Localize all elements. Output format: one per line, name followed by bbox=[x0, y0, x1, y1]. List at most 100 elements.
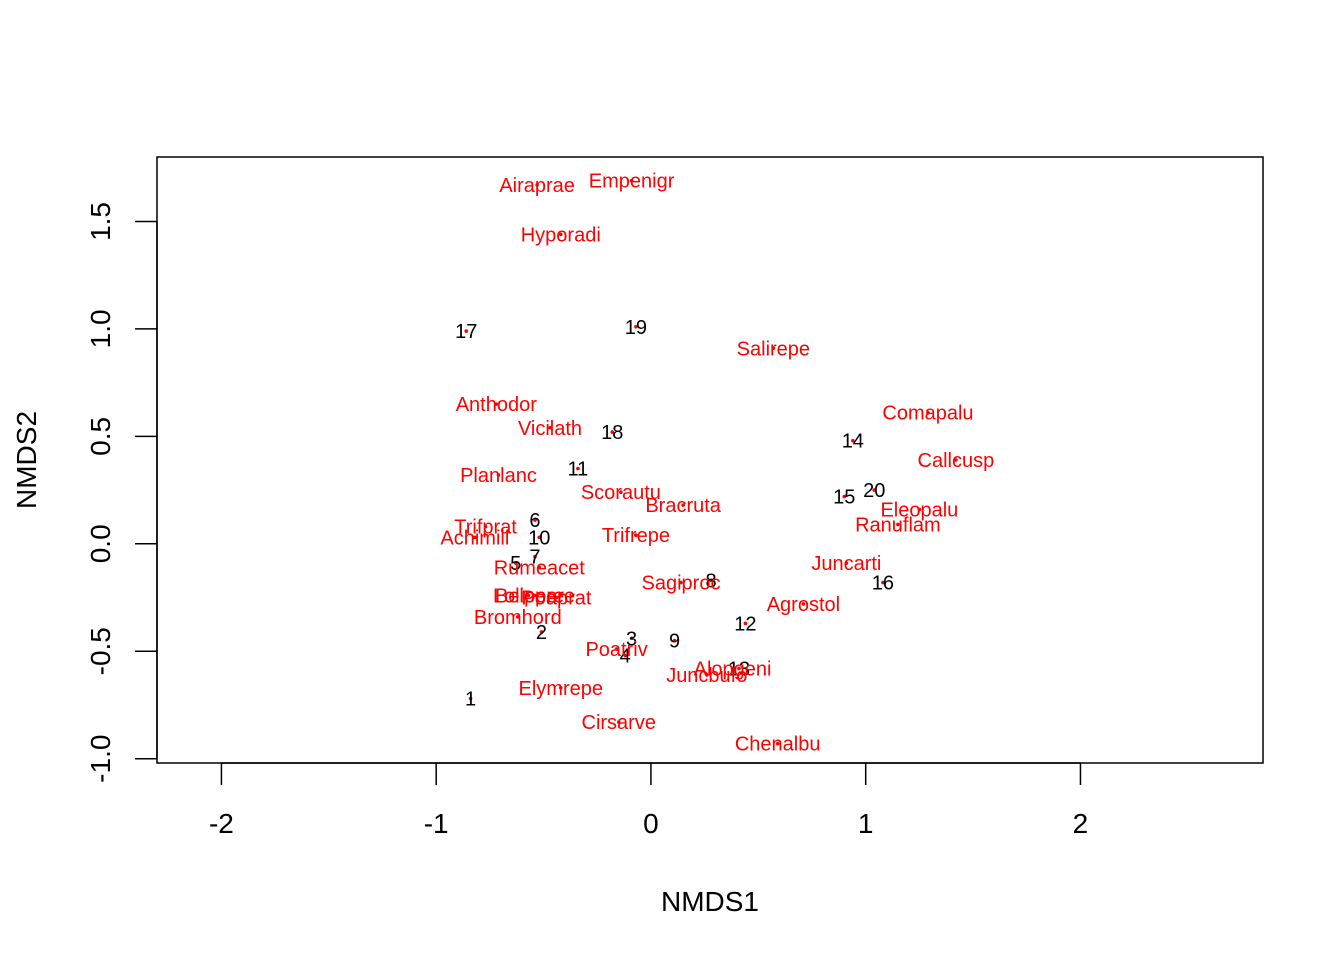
species-point bbox=[558, 232, 563, 237]
species-label: Bromhord bbox=[474, 607, 562, 629]
species-label: Airaprae bbox=[499, 175, 575, 197]
y-tick-label: 0.5 bbox=[85, 417, 116, 456]
site-label: 18 bbox=[601, 422, 623, 444]
species-label: Cirsarve bbox=[582, 712, 656, 734]
species-point bbox=[730, 666, 735, 671]
points-layer bbox=[464, 178, 958, 746]
site-label: 6 bbox=[529, 510, 540, 532]
species-point bbox=[801, 602, 806, 606]
site-label: 3 bbox=[626, 628, 637, 650]
species-point bbox=[775, 741, 780, 746]
site-point bbox=[709, 578, 713, 583]
site-point bbox=[629, 636, 634, 641]
x-tick-label: -1 bbox=[424, 808, 449, 839]
site-label: 10 bbox=[528, 527, 550, 549]
x-tick-label: 1 bbox=[858, 808, 874, 839]
x-axis: -2 -1 0 1 2 bbox=[209, 762, 1089, 839]
site-point bbox=[468, 696, 473, 701]
site-point bbox=[872, 488, 877, 492]
species-point bbox=[533, 593, 537, 598]
species-label: Planlanc bbox=[460, 465, 537, 487]
species-point bbox=[844, 561, 849, 565]
site-label: 8 bbox=[706, 570, 717, 592]
x-tick-label: -2 bbox=[209, 808, 234, 839]
site-point bbox=[623, 653, 627, 658]
site-point bbox=[513, 561, 518, 565]
site-label: 14 bbox=[842, 431, 864, 453]
site-point bbox=[634, 324, 638, 329]
species-point bbox=[558, 685, 563, 690]
species-label: Juncarti bbox=[811, 553, 881, 575]
species-label: Scorautu bbox=[581, 482, 661, 504]
species-label: Poatriv bbox=[585, 639, 647, 661]
species-point bbox=[771, 346, 776, 351]
y-axis: -1.0 -0.5 0.0 0.5 1.0 1.5 bbox=[85, 202, 158, 783]
site-label: 17 bbox=[455, 321, 477, 343]
species-label: Sagiproc bbox=[642, 572, 721, 594]
species-point bbox=[679, 580, 683, 585]
species-label: Anthodor bbox=[456, 394, 538, 416]
y-tick-label: 1.5 bbox=[85, 202, 116, 241]
species-label: Comapalu bbox=[882, 403, 973, 425]
y-tick-label: -1.0 bbox=[85, 735, 116, 783]
species-point bbox=[537, 565, 542, 570]
species-point bbox=[515, 615, 520, 619]
species-point bbox=[616, 720, 621, 724]
site-point bbox=[576, 466, 580, 471]
site-point bbox=[537, 535, 542, 540]
species-label: Ranuflam bbox=[855, 514, 941, 536]
species-point bbox=[619, 490, 623, 495]
species-point bbox=[494, 402, 499, 406]
species-label: Empenigr bbox=[589, 171, 675, 193]
species-point bbox=[548, 425, 552, 430]
species-label: Poaprat bbox=[521, 588, 591, 610]
site-label: 15 bbox=[833, 487, 855, 509]
site-label: 20 bbox=[863, 480, 885, 502]
site-point bbox=[533, 518, 537, 522]
site-label: 9 bbox=[669, 631, 680, 653]
site-point bbox=[881, 580, 885, 585]
site-label: 4 bbox=[620, 646, 631, 668]
species-label: Alopgeni bbox=[694, 658, 772, 680]
y-tick-label: 1.0 bbox=[85, 309, 116, 348]
site-label: 13 bbox=[728, 658, 750, 680]
y-tick-label: 0.0 bbox=[85, 524, 116, 563]
species-point bbox=[917, 507, 922, 512]
site-point bbox=[737, 666, 741, 671]
species-label: Agrostol bbox=[767, 594, 840, 616]
species-point bbox=[634, 533, 638, 538]
species-label: Trifrepe bbox=[602, 525, 670, 547]
site-point bbox=[539, 630, 544, 634]
species-point bbox=[554, 595, 559, 600]
species-label: Rumeacet bbox=[494, 557, 586, 579]
site-point bbox=[851, 438, 855, 443]
species-point bbox=[629, 178, 634, 183]
species-label: Vicilath bbox=[518, 418, 582, 440]
site-label: 2 bbox=[536, 622, 547, 644]
species-point bbox=[926, 410, 930, 415]
species-label: Bracruta bbox=[645, 495, 721, 517]
species-point bbox=[681, 503, 685, 507]
species-point bbox=[954, 458, 958, 462]
species-label: Belopere bbox=[495, 585, 575, 607]
site-point bbox=[533, 554, 537, 559]
site-label: 19 bbox=[625, 317, 647, 339]
site-point bbox=[672, 638, 677, 643]
x-tick-label: 0 bbox=[643, 808, 659, 839]
species-point bbox=[473, 535, 477, 540]
x-tick-label: 2 bbox=[1073, 808, 1089, 839]
site-label: 1 bbox=[465, 689, 476, 711]
y-tick-label: -0.5 bbox=[85, 627, 116, 675]
species-label: Trifprat bbox=[454, 517, 517, 539]
species-label: Salirepe bbox=[737, 338, 810, 360]
species-point bbox=[526, 593, 531, 598]
species-point bbox=[614, 647, 619, 651]
x-axis-title: NMDS1 bbox=[661, 886, 759, 917]
y-axis-title: NMDS2 bbox=[11, 411, 42, 509]
species-label: Chenalbu bbox=[735, 734, 821, 756]
site-label: 11 bbox=[568, 459, 589, 481]
site-point bbox=[743, 621, 748, 626]
site-label: 16 bbox=[872, 572, 894, 594]
